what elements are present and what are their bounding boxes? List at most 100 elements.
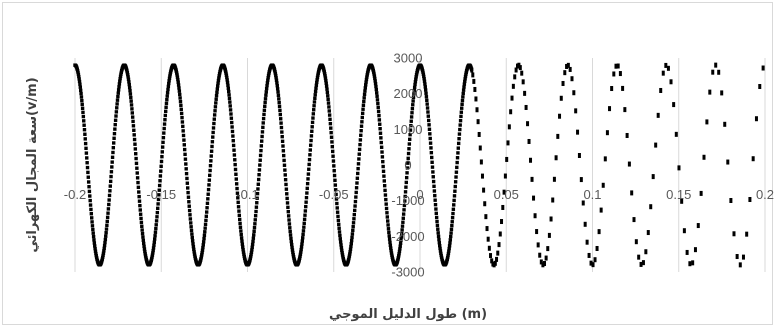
data-point-941 bbox=[430, 160, 434, 164]
data-point-828 bbox=[387, 234, 391, 238]
data-point-956 bbox=[436, 227, 440, 231]
data-point-886 bbox=[409, 119, 413, 123]
data-point-483 bbox=[256, 182, 260, 186]
data-point-475 bbox=[253, 218, 257, 222]
data-point-303 bbox=[188, 213, 192, 217]
data-point-426 bbox=[234, 182, 239, 186]
data-point-1026 bbox=[462, 82, 467, 86]
data-point-981 bbox=[445, 257, 449, 261]
data-point-947 bbox=[432, 189, 437, 193]
data-point-884 bbox=[408, 128, 413, 132]
data-point-286 bbox=[181, 133, 186, 138]
data-point-954 bbox=[435, 219, 439, 224]
data-point-376 bbox=[215, 84, 220, 88]
data-point-151 bbox=[130, 111, 134, 115]
data-point-880 bbox=[407, 147, 411, 151]
data-point-1189 bbox=[745, 231, 749, 237]
data-point-408 bbox=[228, 100, 232, 104]
data-point-1108 bbox=[552, 176, 556, 182]
data-point-1011 bbox=[456, 141, 461, 146]
data-point-474 bbox=[253, 222, 257, 226]
data-point-1050 bbox=[474, 96, 478, 102]
data-point-413 bbox=[230, 120, 234, 125]
data-point-955 bbox=[435, 223, 440, 228]
data-point-815 bbox=[382, 179, 386, 183]
data-point-422 bbox=[233, 162, 237, 167]
data-point-80 bbox=[103, 237, 108, 242]
data-point-722 bbox=[347, 256, 351, 260]
data-point-76 bbox=[102, 249, 106, 253]
x-tick-label-8: 0.2 bbox=[756, 187, 774, 202]
data-point-238 bbox=[163, 113, 168, 118]
data-point-537 bbox=[277, 97, 281, 101]
data-point-477 bbox=[254, 209, 258, 214]
data-point-52 bbox=[93, 244, 97, 248]
data-point-85 bbox=[105, 219, 109, 224]
data-point-555 bbox=[283, 177, 288, 182]
data-point-997 bbox=[451, 207, 456, 211]
data-point-378 bbox=[216, 78, 221, 83]
data-point-872 bbox=[404, 185, 408, 189]
data-point-240 bbox=[164, 105, 168, 110]
data-point-1052 bbox=[476, 119, 480, 125]
data-point-690 bbox=[335, 201, 339, 206]
data-point-375 bbox=[215, 87, 220, 91]
data-point-371 bbox=[214, 101, 218, 105]
data-point-1057 bbox=[482, 187, 486, 193]
data-point-50 bbox=[92, 238, 96, 242]
data-point-661 bbox=[324, 78, 328, 83]
data-point-1166 bbox=[677, 165, 681, 171]
data-point-277 bbox=[178, 96, 182, 100]
data-point-989 bbox=[448, 238, 453, 242]
data-point-26 bbox=[83, 132, 87, 136]
data-point-295 bbox=[185, 176, 189, 181]
data-point-637 bbox=[315, 80, 319, 85]
data-point-1126 bbox=[585, 239, 589, 245]
data-point-961 bbox=[438, 243, 442, 248]
data-point-683 bbox=[332, 169, 336, 173]
data-point-594 bbox=[298, 252, 303, 257]
data-point-965 bbox=[439, 253, 443, 258]
data-point-87 bbox=[106, 211, 110, 215]
data-point-765 bbox=[363, 86, 368, 90]
data-point-732 bbox=[351, 228, 355, 233]
data-point-106 bbox=[113, 122, 117, 127]
data-point-874 bbox=[404, 175, 409, 180]
data-point-405 bbox=[227, 89, 231, 94]
data-point-276 bbox=[178, 92, 182, 97]
data-point-503 bbox=[264, 93, 268, 97]
data-point-499 bbox=[262, 108, 267, 112]
data-point-31 bbox=[85, 156, 89, 160]
data-point-234 bbox=[162, 131, 166, 135]
data-point-273 bbox=[176, 83, 181, 87]
data-point-177 bbox=[140, 228, 144, 232]
data-point-144 bbox=[127, 85, 132, 90]
data-point-1179 bbox=[714, 62, 718, 68]
data-point-767 bbox=[364, 80, 368, 84]
data-point-1174 bbox=[699, 190, 703, 196]
data-point-250 bbox=[168, 74, 172, 78]
data-point-991 bbox=[449, 231, 453, 235]
data-point-1114 bbox=[563, 70, 567, 76]
data-point-1142 bbox=[618, 71, 622, 77]
data-point-693 bbox=[336, 214, 340, 219]
data-point-576 bbox=[291, 255, 296, 259]
data-point-314 bbox=[192, 250, 196, 254]
data-point-1146 bbox=[627, 161, 631, 167]
data-point-1067 bbox=[493, 260, 497, 266]
data-point-202 bbox=[149, 257, 154, 261]
data-point-358 bbox=[209, 159, 213, 163]
data-point-1083 bbox=[514, 67, 518, 73]
data-point-1167 bbox=[680, 198, 684, 204]
data-point-271 bbox=[176, 77, 180, 82]
data-point-755 bbox=[359, 124, 364, 128]
data-point-284 bbox=[181, 124, 185, 129]
data-point-1030 bbox=[464, 72, 468, 77]
data-point-933 bbox=[427, 123, 431, 127]
data-point-506 bbox=[265, 83, 269, 88]
data-point-1187 bbox=[738, 262, 742, 268]
data-point-41 bbox=[88, 203, 93, 207]
data-point-799 bbox=[376, 105, 380, 110]
data-point-43 bbox=[89, 212, 94, 216]
data-point-75 bbox=[101, 251, 106, 255]
